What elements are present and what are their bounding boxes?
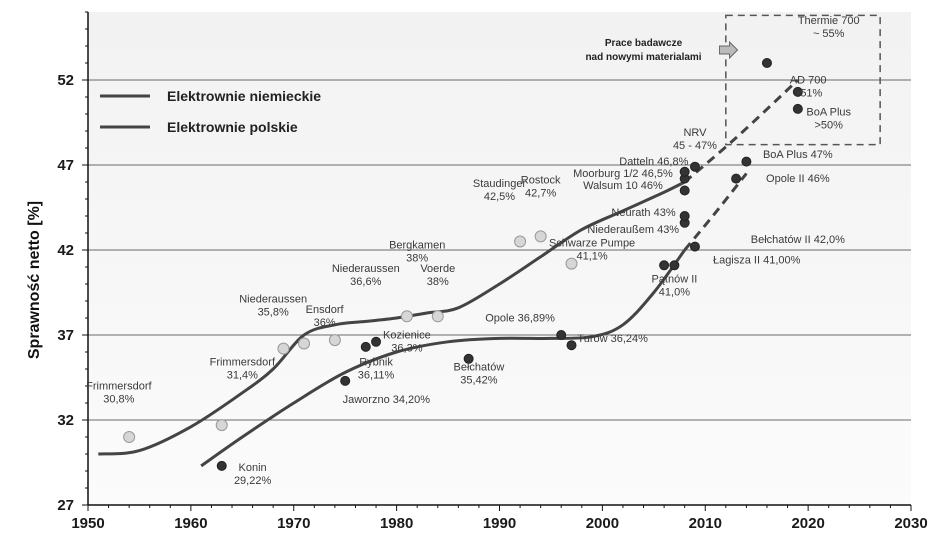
- point-label: Neurath 43%: [611, 207, 675, 219]
- x-tick-label: 2000: [586, 515, 619, 532]
- data-point: [679, 166, 690, 177]
- point-label: Staudinger 42,5%: [473, 178, 527, 203]
- point-label: Schwarze Pumpe 41,1%: [549, 238, 635, 263]
- data-point: [360, 341, 371, 352]
- data-point: [514, 235, 527, 248]
- point-label: Konin 29,22%: [234, 462, 272, 487]
- y-axis-label: Sprawność netto [%]: [26, 201, 43, 359]
- point-label: Niederaussen 35,8%: [239, 294, 307, 319]
- research-arrow-icon: [719, 40, 739, 60]
- point-label: Moorburg 1/2 46,5%: [573, 168, 673, 180]
- data-point: [566, 340, 577, 351]
- data-point: [761, 58, 772, 68]
- series-lines: [98, 78, 799, 468]
- data-point: [556, 330, 567, 340]
- data-point: [371, 336, 382, 347]
- point-label: Ensdorf 36%: [306, 304, 345, 329]
- data-point: [431, 310, 444, 323]
- data-point: [463, 353, 474, 364]
- data-point: [277, 342, 290, 355]
- point-label: Rostock 42,7%: [521, 175, 561, 200]
- x-tick-label: 1970: [277, 515, 310, 532]
- point-label: BoA Plus 47%: [763, 149, 833, 161]
- legend: Elektrownie niemieckie Elektrownie polsk…: [100, 88, 321, 135]
- data-point: [328, 334, 341, 347]
- x-tick-label: 1950: [71, 515, 104, 532]
- point-label: Niederaussen 36,6%: [332, 263, 400, 288]
- x-tick-label: 2020: [791, 515, 824, 532]
- data-point: [679, 211, 690, 221]
- point-label: Turów 36,24%: [577, 333, 648, 345]
- point-label: Łagisza II 41,00%: [713, 255, 801, 267]
- point-label: Thermie 700 ~ 55%: [798, 15, 860, 40]
- data-point: [679, 185, 690, 196]
- point-label: Frimmersdorf 30,8%: [86, 380, 152, 405]
- data-point: [216, 460, 227, 471]
- grid-lines: [88, 79, 911, 421]
- x-tick-label: 1960: [174, 515, 207, 532]
- point-label: Datteln 46,8%: [619, 156, 688, 168]
- series-line-german: [98, 180, 686, 456]
- data-point: [731, 173, 742, 184]
- point-label: Pątnów II 41,0%: [651, 273, 697, 298]
- data-point: [215, 419, 228, 432]
- y-tick-label: 32: [57, 412, 74, 429]
- point-label: AD 700 >51%: [790, 74, 827, 99]
- series-projection-polish: [683, 172, 748, 251]
- y-axis-ticks: 27 32 37 42 47 52: [57, 72, 74, 514]
- data-point: [400, 310, 413, 323]
- x-tick-label: 1990: [483, 515, 516, 532]
- research-box-label: Prace badawcze nad nowymi materialami: [585, 38, 701, 63]
- data-point: [792, 103, 803, 114]
- x-tick-label: 1980: [380, 515, 413, 532]
- data-point: [741, 156, 752, 167]
- data-point: [669, 260, 680, 271]
- legend-label-polish: Elektrownie polskie: [167, 119, 298, 135]
- point-label: Bełchatów II 42,0%: [751, 234, 845, 246]
- point-label: Walsum 10 46%: [583, 180, 663, 192]
- data-point: [298, 337, 311, 350]
- x-axis-ticks: 1950 1960 1970 1980 1990 2000 2010 2020 2030: [71, 515, 927, 532]
- point-label: Frimmersdorf 31,4%: [210, 357, 276, 382]
- data-point: [689, 241, 700, 252]
- point-label: BoA Plus >50%: [806, 107, 851, 132]
- point-label: Opole II 46%: [766, 173, 830, 185]
- point-label: Voerde 38%: [420, 263, 455, 288]
- data-point: [689, 161, 700, 172]
- point-label: Rybnik 36,11%: [358, 357, 395, 382]
- point-label: Jaworzno 34,20%: [343, 394, 431, 406]
- point-label: NRV 45 - 47%: [673, 127, 717, 152]
- point-label: Bergkamen 38%: [389, 239, 445, 264]
- y-tick-label: 52: [57, 72, 74, 89]
- data-point: [659, 260, 670, 271]
- legend-label-german: Elektrownie niemieckie: [167, 88, 321, 104]
- point-label: Opole 36,89%: [485, 312, 555, 324]
- point-label: Kozienice 36,3%: [383, 329, 431, 354]
- research-box: Prace badawcze nad nowymi materialami: [585, 14, 881, 146]
- point-label: Niederaußem 43%: [587, 224, 679, 236]
- y-tick-label: 42: [57, 242, 74, 259]
- data-point: [340, 375, 351, 386]
- data-point: [792, 86, 803, 97]
- data-point: [565, 257, 578, 270]
- data-point: [123, 431, 136, 443]
- series-projection-german: [683, 78, 799, 184]
- axes: [82, 11, 912, 511]
- data-point: [534, 230, 547, 243]
- x-tick-label: 2010: [689, 515, 722, 532]
- y-tick-label: 37: [57, 327, 74, 344]
- y-tick-label: 47: [57, 157, 74, 174]
- point-label: Bełchatów 35,42%: [454, 362, 505, 387]
- series-line-polish: [200, 249, 686, 468]
- x-tick-label: 2030: [894, 515, 927, 532]
- research-box-frame: [725, 14, 881, 146]
- data-points: [123, 58, 803, 471]
- point-labels: Frimmersdorf 30,8% Frimmersdorf 31,4% Nieder…: [86, 15, 859, 487]
- y-tick-label: 27: [57, 497, 74, 514]
